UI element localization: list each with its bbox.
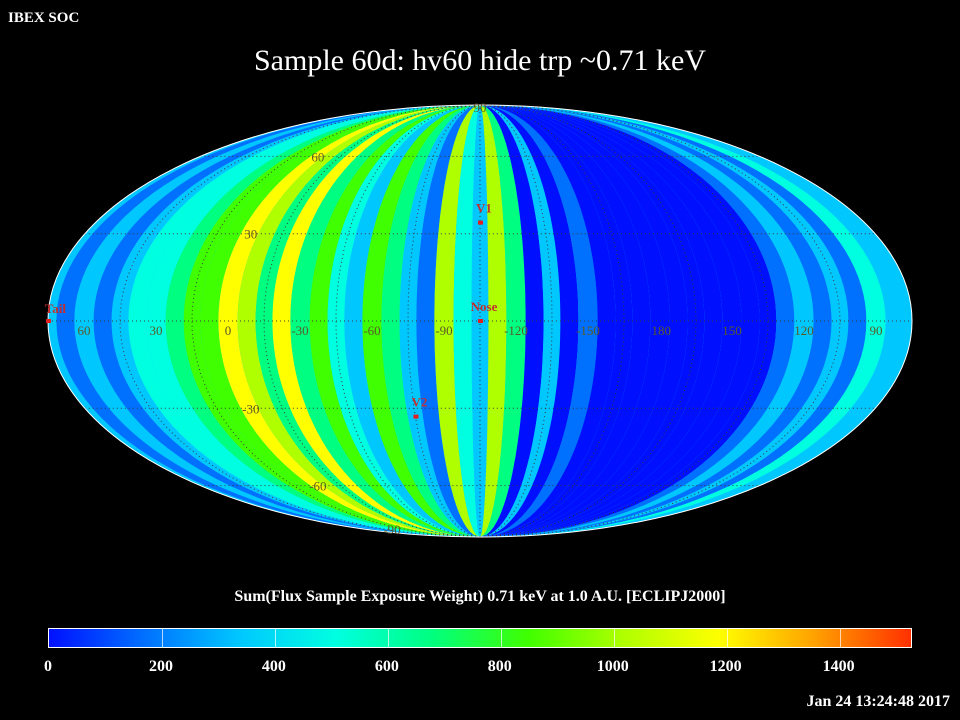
longitude-line — [335, 105, 481, 537]
soc-label: IBEX SOC — [8, 10, 80, 26]
longitude-label: 30 — [150, 323, 163, 338]
marker-nose-label: Nose — [471, 299, 498, 314]
colorbar-tick-label: 200 — [148, 658, 173, 675]
longitude-label: 60 — [78, 323, 91, 338]
colorbar-tick-label: 600 — [374, 658, 399, 675]
latitude-label: -30 — [242, 401, 259, 416]
longitude-label: 180 — [651, 323, 671, 338]
flux-band — [480, 105, 544, 537]
colorbar — [48, 628, 912, 648]
marker-v1-point[interactable] — [478, 220, 483, 225]
flux-band — [453, 105, 480, 537]
longitude-line — [479, 105, 553, 537]
flux-band — [480, 105, 526, 537]
marker-tail-label: Tail — [45, 301, 67, 316]
latitude-label: -60 — [309, 479, 326, 494]
colorbar-tick-label: 800 — [487, 658, 512, 675]
longitude-label: -60 — [363, 323, 380, 338]
marker-tail-point[interactable] — [46, 319, 51, 323]
longitude-label: 0 — [225, 323, 232, 338]
longitude-label: -90 — [435, 323, 452, 338]
colorbar-tick-label: 1200 — [709, 658, 742, 675]
sky-map[interactable]: 90 60 30 -30 -60 -90 60 30 0 -30 -60 -90 -120 -150 180… — [0, 0, 960, 580]
longitude-line — [479, 105, 841, 537]
flux-band — [399, 105, 480, 537]
longitude-line — [407, 105, 481, 537]
longitude-label: 90 — [870, 323, 883, 338]
flux-band — [480, 105, 507, 537]
colorbar-ticks: 0 200 400 600 800 1000 1200 1400 — [0, 658, 960, 678]
flux-band — [480, 105, 561, 537]
marker-v1-label: V1 — [476, 201, 492, 216]
flux-band — [480, 105, 598, 537]
longitude-label: 150 — [722, 323, 742, 338]
flux-band — [434, 105, 480, 537]
timestamp: Jan 24 13:24:48 2017 — [806, 693, 950, 710]
longitude-line — [479, 105, 625, 537]
longitude-label: 120 — [794, 323, 814, 338]
latitude-label: 60 — [311, 149, 324, 164]
colorbar-divider — [726, 629, 728, 647]
colorbar-title: Sum(Flux Sample Exposure Weight) 0.71 ke… — [234, 588, 726, 605]
latitude-label: -90 — [383, 522, 400, 537]
colorbar-tick-label: 1400 — [822, 658, 855, 675]
marker-nose-point[interactable] — [478, 319, 483, 323]
colorbar-divider — [839, 629, 841, 647]
marker-v2-point[interactable] — [413, 414, 419, 419]
colorbar-divider — [613, 629, 615, 647]
colorbar-tick-label: 400 — [261, 658, 286, 675]
flux-band — [362, 105, 480, 537]
colorbar-tick-label: 0 — [44, 658, 52, 675]
flux-band — [416, 105, 480, 537]
flux-band — [381, 105, 480, 537]
colorbar-tick-label: 1000 — [596, 658, 629, 675]
marker-v2-label: V2 — [411, 395, 427, 410]
flux-band — [480, 105, 579, 537]
longitude-label: -120 — [504, 323, 528, 338]
colorbar-divider — [500, 629, 502, 647]
longitude-label: -150 — [576, 323, 600, 338]
longitude-line — [119, 105, 481, 537]
colorbar-divider — [274, 629, 276, 647]
colorbar-divider — [161, 629, 163, 647]
latitude-label: 30 — [244, 227, 257, 242]
latitude-label: 90 — [474, 100, 487, 115]
colorbar-divider — [387, 629, 389, 647]
longitude-label: -30 — [291, 323, 308, 338]
map-title: Sample 60d: hv60 hide trp ~0.71 keV — [253, 44, 706, 77]
